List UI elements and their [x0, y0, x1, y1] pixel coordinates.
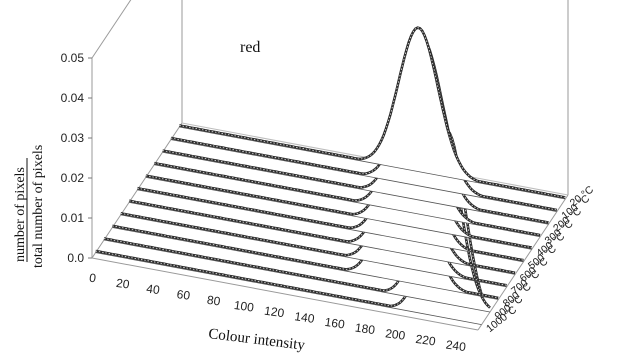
- series-baseline: [154, 164, 541, 238]
- series-fill: [104, 110, 490, 312]
- series-baseline: [120, 214, 507, 288]
- y-tick-label: 0.05: [61, 51, 85, 65]
- x-tick-label: 120: [263, 304, 285, 321]
- series-baseline: [129, 202, 516, 275]
- y-axis-title-numerator: number of pixels: [13, 167, 28, 262]
- x-tick-label: 220: [415, 332, 437, 349]
- x-tick-label: 140: [294, 309, 316, 326]
- series-baseline: [112, 227, 499, 300]
- x-axis-line: [91, 257, 479, 331]
- y-tick-label: 0.02: [61, 171, 85, 185]
- series-line-highlight: [162, 43, 549, 224]
- series-line: [179, 26, 566, 199]
- depth-axis-line: [477, 194, 569, 331]
- x-tick-label: 160: [324, 315, 346, 332]
- x-tick-label: 40: [146, 281, 161, 297]
- x-tick-label: 20: [115, 276, 130, 292]
- x-tick-label: 100: [233, 298, 255, 315]
- y-tick-label: 0.0: [67, 251, 84, 265]
- series-baseline: [170, 139, 557, 212]
- y-axis-title-denominator: total number of pixels: [31, 145, 46, 268]
- y-axis-title: number of pixels total number of pixels: [13, 145, 46, 268]
- series-baseline: [162, 151, 549, 225]
- series-baseline: [95, 252, 482, 325]
- series-baseline: [179, 126, 566, 200]
- x-tick-label: 80: [206, 293, 221, 309]
- chart-title: red: [240, 39, 260, 56]
- series-line-highlight: [137, 76, 524, 261]
- x-tick-label: 240: [445, 337, 467, 353]
- y-tick-label: 0.03: [61, 131, 85, 145]
- series-line-highlight: [154, 60, 541, 236]
- series-line: [170, 37, 558, 212]
- side-wall-top: [91, 0, 132, 59]
- series-curves: [95, 26, 566, 325]
- x-tick-label: 0: [88, 271, 97, 286]
- back-wall: [567, 0, 569, 195]
- x-tick-label: 180: [354, 321, 376, 338]
- y-tick-label: 0.01: [61, 211, 85, 225]
- series-line-highlight: [145, 66, 532, 249]
- series-baseline: [145, 176, 532, 250]
- series-baseline: [137, 189, 524, 263]
- x-tick-label: 60: [176, 287, 191, 303]
- y-tick-label: 0.04: [61, 91, 85, 105]
- x-axis-title: Colour intensity: [208, 326, 307, 353]
- series-baseline: [103, 239, 491, 313]
- floor-left-edge: [91, 122, 183, 259]
- x-tick-label: 200: [384, 326, 406, 343]
